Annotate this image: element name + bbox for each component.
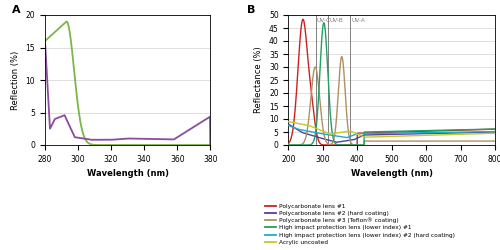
Text: UV-A: UV-A [352,18,366,22]
Text: UV-C: UV-C [317,18,331,22]
Y-axis label: Reflectance (%): Reflectance (%) [254,46,264,114]
Text: UV-B: UV-B [329,18,343,22]
Legend: Polycarbonate lens #1, Polycarbonate lens #2 (hard coating), Polycarbonate lens : Polycarbonate lens #1, Polycarbonate len… [263,201,457,247]
X-axis label: Wavelength (nm): Wavelength (nm) [86,169,168,178]
Y-axis label: Reflection (%): Reflection (%) [11,50,20,110]
X-axis label: Wavelength (nm): Wavelength (nm) [350,169,432,178]
Text: A: A [12,4,20,15]
Text: B: B [247,4,256,15]
